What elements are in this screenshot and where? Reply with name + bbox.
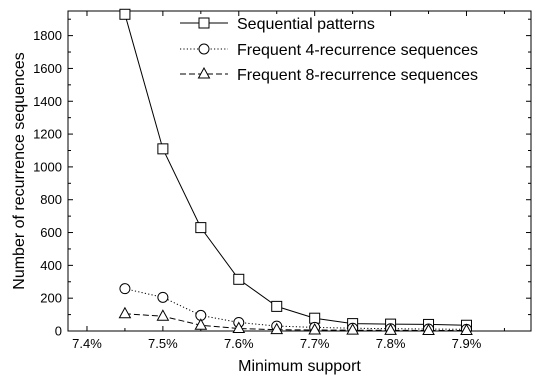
y-tick-label: 1200 (33, 127, 62, 142)
series-3-point (156, 309, 170, 321)
series-line-1 (124, 14, 467, 326)
y-axis-label: Number of recurrence sequences (11, 52, 28, 289)
legend-marker-2 (198, 43, 210, 55)
series-lines (124, 14, 467, 332)
series-2-point (119, 283, 131, 295)
series-3-point (270, 322, 284, 335)
series-1-point (271, 300, 283, 312)
y-tick-label: 200 (40, 291, 62, 306)
x-tick-label: 7.4% (72, 336, 102, 351)
series-3-point (460, 323, 473, 336)
y-tick-label: 800 (40, 192, 62, 207)
series-1-point (195, 222, 207, 234)
series-2-point (157, 291, 169, 303)
series-1-point (119, 8, 131, 20)
x-tick-label: 7.6% (224, 336, 254, 351)
y-tick-label: 1800 (33, 28, 62, 43)
series-3-point (194, 318, 208, 330)
y-tick-label: 1000 (33, 159, 62, 174)
plot-frame (67, 10, 532, 332)
legend-label-1: Sequential patterns (237, 16, 375, 33)
series-3-point (422, 323, 435, 336)
legend: Sequential patterns Frequent 4-recurrence… (180, 16, 478, 84)
series-line-3 (124, 313, 467, 332)
x-axis-label: Minimum support (238, 358, 361, 375)
x-tick-label: 7.9% (452, 336, 482, 351)
series-3-point (232, 321, 246, 334)
series-3-point (308, 322, 322, 335)
series-markers (118, 8, 473, 336)
legend-marker-3 (197, 66, 211, 79)
y-tick-label: 400 (40, 258, 62, 273)
series-3-point (346, 323, 359, 335)
x-tick-label: 7.8% (376, 336, 406, 351)
series-1-point (157, 143, 169, 155)
axis-ticks: 7.4% 7.5% 7.6% 7.7% 7.8% 7.9% 0 200 400 600 800 100… (33, 11, 531, 351)
legend-label-3: Frequent 8-recurrence sequences (237, 67, 478, 84)
y-tick-label: 1600 (33, 61, 62, 76)
y-tick-label: 0 (55, 324, 62, 339)
series-line-2 (124, 288, 467, 330)
x-tick-label: 7.7% (300, 336, 330, 351)
x-tick-label: 7.5% (148, 336, 178, 351)
series-3-point (384, 323, 397, 335)
y-tick-label: 600 (40, 225, 62, 240)
y-tick-label: 1400 (33, 94, 62, 109)
series-3-point (118, 306, 132, 319)
series-1-point (233, 273, 245, 285)
series-1-point (309, 312, 321, 324)
legend-label-2: Frequent 4-recurrence sequences (237, 42, 478, 59)
legend-marker-1 (198, 17, 210, 29)
